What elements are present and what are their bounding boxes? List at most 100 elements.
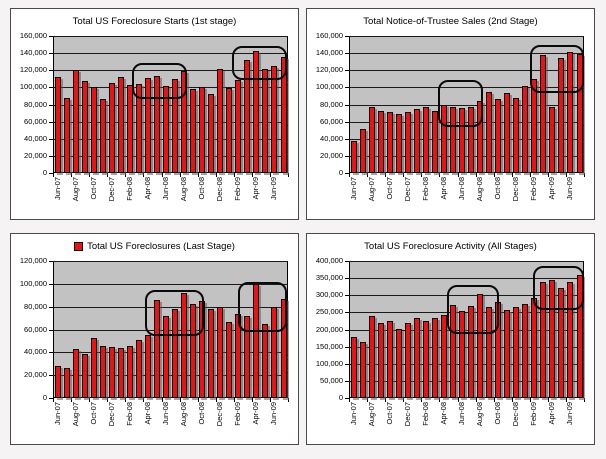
x-tick-label: Feb-08 bbox=[420, 402, 430, 426]
x-axis-tick bbox=[529, 173, 531, 177]
x-axis-tick bbox=[143, 398, 145, 402]
x-axis-tick bbox=[89, 173, 91, 177]
x-tick-label: Dec-08 bbox=[215, 402, 225, 427]
bar bbox=[63, 97, 70, 173]
y-axis-tick bbox=[49, 352, 53, 353]
y-axis-tick bbox=[49, 105, 53, 106]
bar bbox=[244, 60, 251, 173]
bar bbox=[431, 318, 438, 398]
x-axis-tick bbox=[161, 398, 163, 402]
bar bbox=[163, 85, 169, 173]
bar bbox=[549, 107, 556, 173]
bar bbox=[567, 282, 574, 398]
y-gridline bbox=[349, 347, 584, 348]
plot-foreclosures-last-stage: 0 20,000 40,000 60,000 80,000 100,000 120,000 J… bbox=[11, 234, 298, 444]
bar bbox=[549, 280, 556, 398]
y-tick-label: 160,000 bbox=[315, 31, 343, 40]
x-axis-tick bbox=[71, 173, 73, 177]
y-axis-tick bbox=[345, 173, 349, 174]
y-axis-tick bbox=[345, 330, 349, 331]
bar bbox=[54, 77, 61, 173]
bar bbox=[350, 141, 357, 173]
bar bbox=[531, 298, 538, 398]
bar bbox=[271, 66, 278, 173]
bar bbox=[513, 97, 520, 173]
y-gridline bbox=[349, 330, 584, 331]
bar bbox=[181, 293, 188, 398]
x-axis-tick bbox=[475, 173, 477, 177]
bar bbox=[413, 108, 420, 173]
y-axis-tick bbox=[345, 364, 349, 365]
bar bbox=[558, 287, 565, 398]
y-tick-label: 0 bbox=[338, 393, 343, 402]
y-axis-tick bbox=[345, 122, 349, 123]
x-tick-label: Jun-09 bbox=[269, 402, 279, 425]
y-gridline bbox=[349, 139, 584, 140]
y-gridline bbox=[53, 261, 288, 262]
bar bbox=[126, 84, 133, 173]
x-axis-tick bbox=[421, 173, 423, 177]
bar bbox=[253, 50, 260, 173]
y-tick-label: 140,000 bbox=[19, 48, 47, 57]
y-tick-label: 100,000 bbox=[19, 279, 47, 288]
highlight-annotation bbox=[145, 289, 204, 337]
bar bbox=[513, 307, 520, 398]
x-tick-label: Jun-08 bbox=[161, 177, 170, 200]
x-tick-label: Apr-08 bbox=[142, 402, 152, 425]
x-tick-label: Oct-08 bbox=[197, 402, 207, 425]
panel-foreclosures-last-stage: Total US Foreclosures (Last Stage) 0 20,0… bbox=[10, 233, 299, 445]
x-axis-tick bbox=[457, 173, 459, 177]
bar bbox=[208, 308, 215, 398]
x-tick-label: Feb-08 bbox=[124, 402, 134, 426]
bar bbox=[262, 68, 269, 173]
bar bbox=[208, 94, 215, 173]
x-tick-label: Jun-09 bbox=[269, 177, 279, 200]
chart-title: Total US Foreclosure Starts (1st stage) bbox=[72, 16, 237, 27]
y-tick-label: 0 bbox=[338, 168, 343, 177]
bar bbox=[359, 129, 366, 173]
x-axis-tick bbox=[215, 398, 217, 402]
plot-foreclosure-activity: 0 50,000 100,000 150,000 200,000 250,000 300,0… bbox=[307, 234, 594, 444]
x-axis-tick bbox=[288, 398, 289, 402]
y-gridline bbox=[349, 87, 584, 88]
y-gridline bbox=[53, 330, 288, 331]
x-axis-tick bbox=[161, 173, 163, 177]
x-axis-tick bbox=[475, 398, 477, 402]
bar bbox=[172, 308, 178, 398]
x-axis-tick bbox=[251, 398, 253, 402]
x-tick-label: Feb-09 bbox=[233, 402, 243, 426]
bar bbox=[395, 328, 402, 398]
bar bbox=[135, 83, 142, 173]
x-axis-tick bbox=[385, 173, 387, 177]
bar bbox=[495, 99, 502, 173]
highlight-annotation bbox=[238, 281, 288, 332]
y-tick-label: 60,000 bbox=[24, 117, 47, 126]
y-axis-tick bbox=[49, 53, 53, 54]
y-axis-tick bbox=[345, 347, 349, 348]
x-axis-tick bbox=[125, 398, 127, 402]
bar bbox=[522, 85, 529, 173]
bar bbox=[72, 348, 79, 398]
bar bbox=[108, 346, 115, 398]
y-tick-label: 40,000 bbox=[24, 347, 47, 356]
bar bbox=[459, 107, 465, 173]
y-axis-tick bbox=[49, 70, 53, 71]
bar bbox=[558, 58, 565, 173]
y-gridline bbox=[349, 36, 584, 37]
bar bbox=[368, 107, 375, 173]
bar bbox=[72, 70, 79, 174]
y-gridline bbox=[53, 36, 288, 37]
x-tick-label: Oct-07 bbox=[88, 402, 98, 425]
y-tick-label: 60,000 bbox=[320, 117, 343, 126]
y-gridline bbox=[349, 53, 584, 54]
bar bbox=[440, 315, 447, 398]
x-axis-tick bbox=[125, 173, 127, 177]
y-gridline bbox=[53, 53, 288, 54]
y-gridline bbox=[53, 307, 288, 308]
x-axis-tick bbox=[511, 173, 513, 177]
bar bbox=[359, 341, 366, 398]
panel-foreclosure-starts: Total US Foreclosure Starts (1st stage) … bbox=[10, 8, 299, 220]
x-tick-label: Dec-07 bbox=[106, 177, 116, 202]
y-gridline bbox=[349, 364, 584, 365]
bar bbox=[217, 306, 224, 398]
